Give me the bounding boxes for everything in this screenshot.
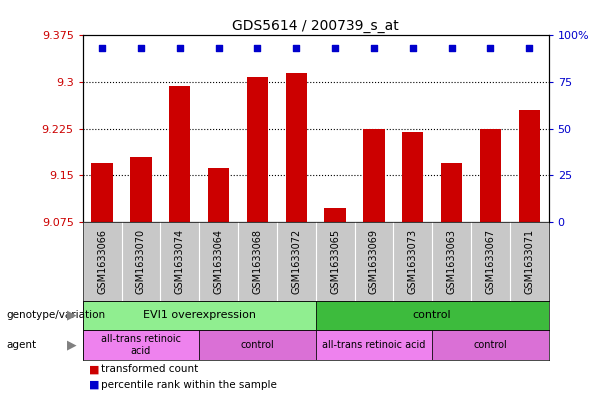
Text: agent: agent <box>6 340 36 350</box>
Text: GSM1633068: GSM1633068 <box>253 229 262 294</box>
Text: GSM1633066: GSM1633066 <box>97 229 107 294</box>
Bar <box>247 77 268 222</box>
Point <box>447 45 457 51</box>
Point <box>253 45 262 51</box>
Point <box>175 45 185 51</box>
Text: control: control <box>473 340 508 350</box>
Bar <box>316 301 549 330</box>
Text: GSM1633069: GSM1633069 <box>369 229 379 294</box>
Bar <box>432 330 549 360</box>
Point <box>136 45 146 51</box>
Bar <box>324 208 346 222</box>
Text: GSM1633065: GSM1633065 <box>330 229 340 294</box>
Bar <box>83 330 199 360</box>
Point <box>369 45 379 51</box>
Bar <box>199 330 316 360</box>
Bar <box>441 163 462 222</box>
Text: all-trans retinoic acid: all-trans retinoic acid <box>322 340 425 350</box>
Text: GSM1633073: GSM1633073 <box>408 229 417 294</box>
Text: GSM1633074: GSM1633074 <box>175 229 185 294</box>
Bar <box>208 168 229 222</box>
Text: genotype/variation: genotype/variation <box>6 310 105 320</box>
Bar <box>316 330 432 360</box>
Bar <box>364 129 384 222</box>
Text: GSM1633072: GSM1633072 <box>291 229 301 294</box>
Text: GSM1633064: GSM1633064 <box>214 229 224 294</box>
Text: EVI1 overexpression: EVI1 overexpression <box>143 310 256 320</box>
Text: GSM1633063: GSM1633063 <box>447 229 457 294</box>
Point <box>485 45 495 51</box>
Text: ▶: ▶ <box>67 338 77 351</box>
Bar <box>131 157 151 222</box>
Point <box>408 45 417 51</box>
Point <box>214 45 224 51</box>
Point <box>330 45 340 51</box>
Text: control: control <box>240 340 275 350</box>
Text: control: control <box>413 310 452 320</box>
Bar <box>519 110 540 222</box>
Text: percentile rank within the sample: percentile rank within the sample <box>101 380 277 390</box>
Text: transformed count: transformed count <box>101 364 199 375</box>
Bar <box>169 86 191 222</box>
Bar <box>83 301 316 330</box>
Text: ■: ■ <box>89 380 99 390</box>
Text: ▶: ▶ <box>67 309 77 322</box>
Text: all-trans retinoic
acid: all-trans retinoic acid <box>101 334 181 356</box>
Bar <box>402 132 424 222</box>
Text: GSM1633070: GSM1633070 <box>136 229 146 294</box>
Title: GDS5614 / 200739_s_at: GDS5614 / 200739_s_at <box>232 19 399 33</box>
Text: ■: ■ <box>89 364 99 375</box>
Text: GSM1633067: GSM1633067 <box>485 229 495 294</box>
Text: GSM1633071: GSM1633071 <box>524 229 534 294</box>
Point <box>524 45 534 51</box>
Point <box>97 45 107 51</box>
Bar <box>480 129 501 222</box>
Bar <box>286 73 307 222</box>
Point <box>291 45 301 51</box>
Bar <box>91 163 113 222</box>
